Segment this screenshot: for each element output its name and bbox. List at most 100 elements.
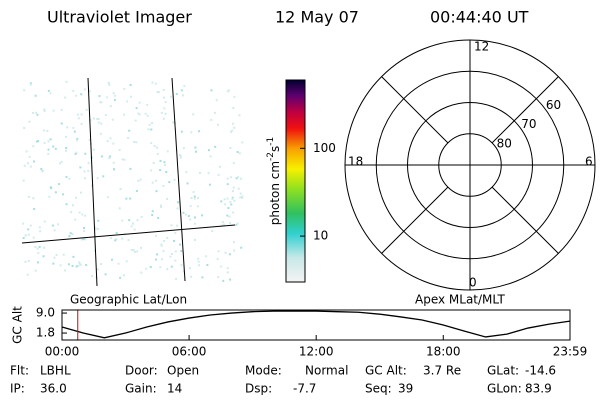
info: Flt: LBHL IP: 36.0 Door: Open Gain: 14 Mode: Norm…: [10, 364, 556, 396]
speckle: [78, 261, 81, 264]
speckle: [198, 264, 201, 267]
speckle: [152, 162, 155, 165]
speckle: [236, 222, 239, 225]
grid-line: [21, 224, 236, 244]
speckle: [109, 105, 112, 108]
speckle: [148, 123, 151, 126]
speckle: [216, 123, 219, 126]
speckle: [138, 101, 141, 104]
speckle: [60, 160, 63, 163]
speckle: [162, 249, 165, 252]
speckle: [83, 177, 86, 180]
speckle: [218, 165, 221, 168]
speckle: [60, 108, 63, 111]
speckle: [29, 165, 32, 168]
speckle: [160, 258, 163, 261]
speckle: [229, 222, 232, 225]
speckle: [151, 210, 154, 213]
speckle: [102, 175, 105, 178]
speckle: [133, 140, 136, 143]
speckle: [43, 141, 46, 144]
speckle: [47, 140, 50, 143]
geo-grid: [21, 77, 236, 287]
image-panel: [22, 80, 244, 282]
speckle: [126, 100, 129, 103]
speckle: [172, 121, 175, 124]
speckle: [140, 246, 143, 249]
speckle: [26, 273, 29, 276]
speckle: [136, 250, 139, 253]
speckle: [229, 176, 232, 179]
speckle: [54, 147, 57, 150]
speckle: [36, 113, 39, 116]
speckle: [75, 139, 78, 142]
speckle: [84, 214, 87, 217]
speckle: [144, 112, 147, 115]
speckle: [140, 216, 143, 219]
speckle: [85, 108, 88, 111]
speckle: [149, 266, 152, 269]
speckle: [162, 96, 165, 99]
speckle: [189, 218, 192, 221]
alt-line: [61, 310, 571, 339]
speckle: [47, 89, 50, 92]
speckle: [137, 179, 140, 182]
speckle: [113, 98, 116, 101]
speckle: [43, 220, 46, 223]
speckle: [70, 211, 73, 214]
speckle: [229, 147, 232, 150]
speckle: [115, 231, 118, 234]
speckle: [129, 167, 132, 170]
speckle: [29, 224, 32, 227]
speckle: [118, 207, 121, 210]
speckle: [42, 255, 45, 258]
speckle: [127, 136, 130, 139]
speckle: [121, 219, 124, 222]
speckle: [135, 107, 138, 110]
speckle: [85, 264, 88, 267]
speckle: [104, 273, 107, 276]
speckle: [146, 114, 149, 117]
speckle: [150, 142, 153, 145]
mlt-label: 6: [585, 155, 593, 169]
date: 12 May 07: [275, 8, 359, 27]
mlt-label: 12: [474, 40, 489, 54]
speckle: [224, 251, 227, 254]
speckle: [163, 107, 166, 110]
speckle: [164, 101, 167, 104]
speckle: [32, 145, 35, 148]
speckle: [137, 112, 140, 115]
speckle: [192, 113, 195, 116]
polar-grid: [344, 39, 596, 291]
speckle: [59, 162, 62, 165]
speckle: [193, 197, 196, 200]
speckle: [96, 268, 99, 271]
speckle: [109, 237, 112, 240]
speckle: [80, 93, 83, 96]
info-label: GLat:: [487, 364, 519, 378]
speckle: [187, 214, 190, 217]
speckle: [77, 117, 80, 120]
mlt-line: [381, 186, 449, 254]
speckle: [241, 141, 244, 144]
speckle: [229, 130, 232, 133]
speckle: [24, 260, 27, 263]
info-label: Mode:: [245, 364, 282, 378]
info-label: Seq:: [365, 382, 392, 396]
speckle: [117, 262, 120, 265]
speckle: [180, 264, 183, 267]
lat-label: 70: [521, 117, 536, 131]
speckle: [64, 269, 67, 272]
speckle: [27, 196, 30, 199]
info-label: GC Alt:: [365, 364, 407, 378]
speckle: [226, 177, 229, 180]
speckle: [229, 200, 232, 203]
speckle: [77, 264, 80, 267]
speckle: [112, 142, 115, 145]
speckle: [194, 238, 197, 241]
speckle: [215, 99, 218, 102]
speckle: [128, 129, 131, 132]
speckle: [87, 169, 90, 172]
speckle: [52, 262, 55, 265]
speckle: [209, 155, 212, 158]
